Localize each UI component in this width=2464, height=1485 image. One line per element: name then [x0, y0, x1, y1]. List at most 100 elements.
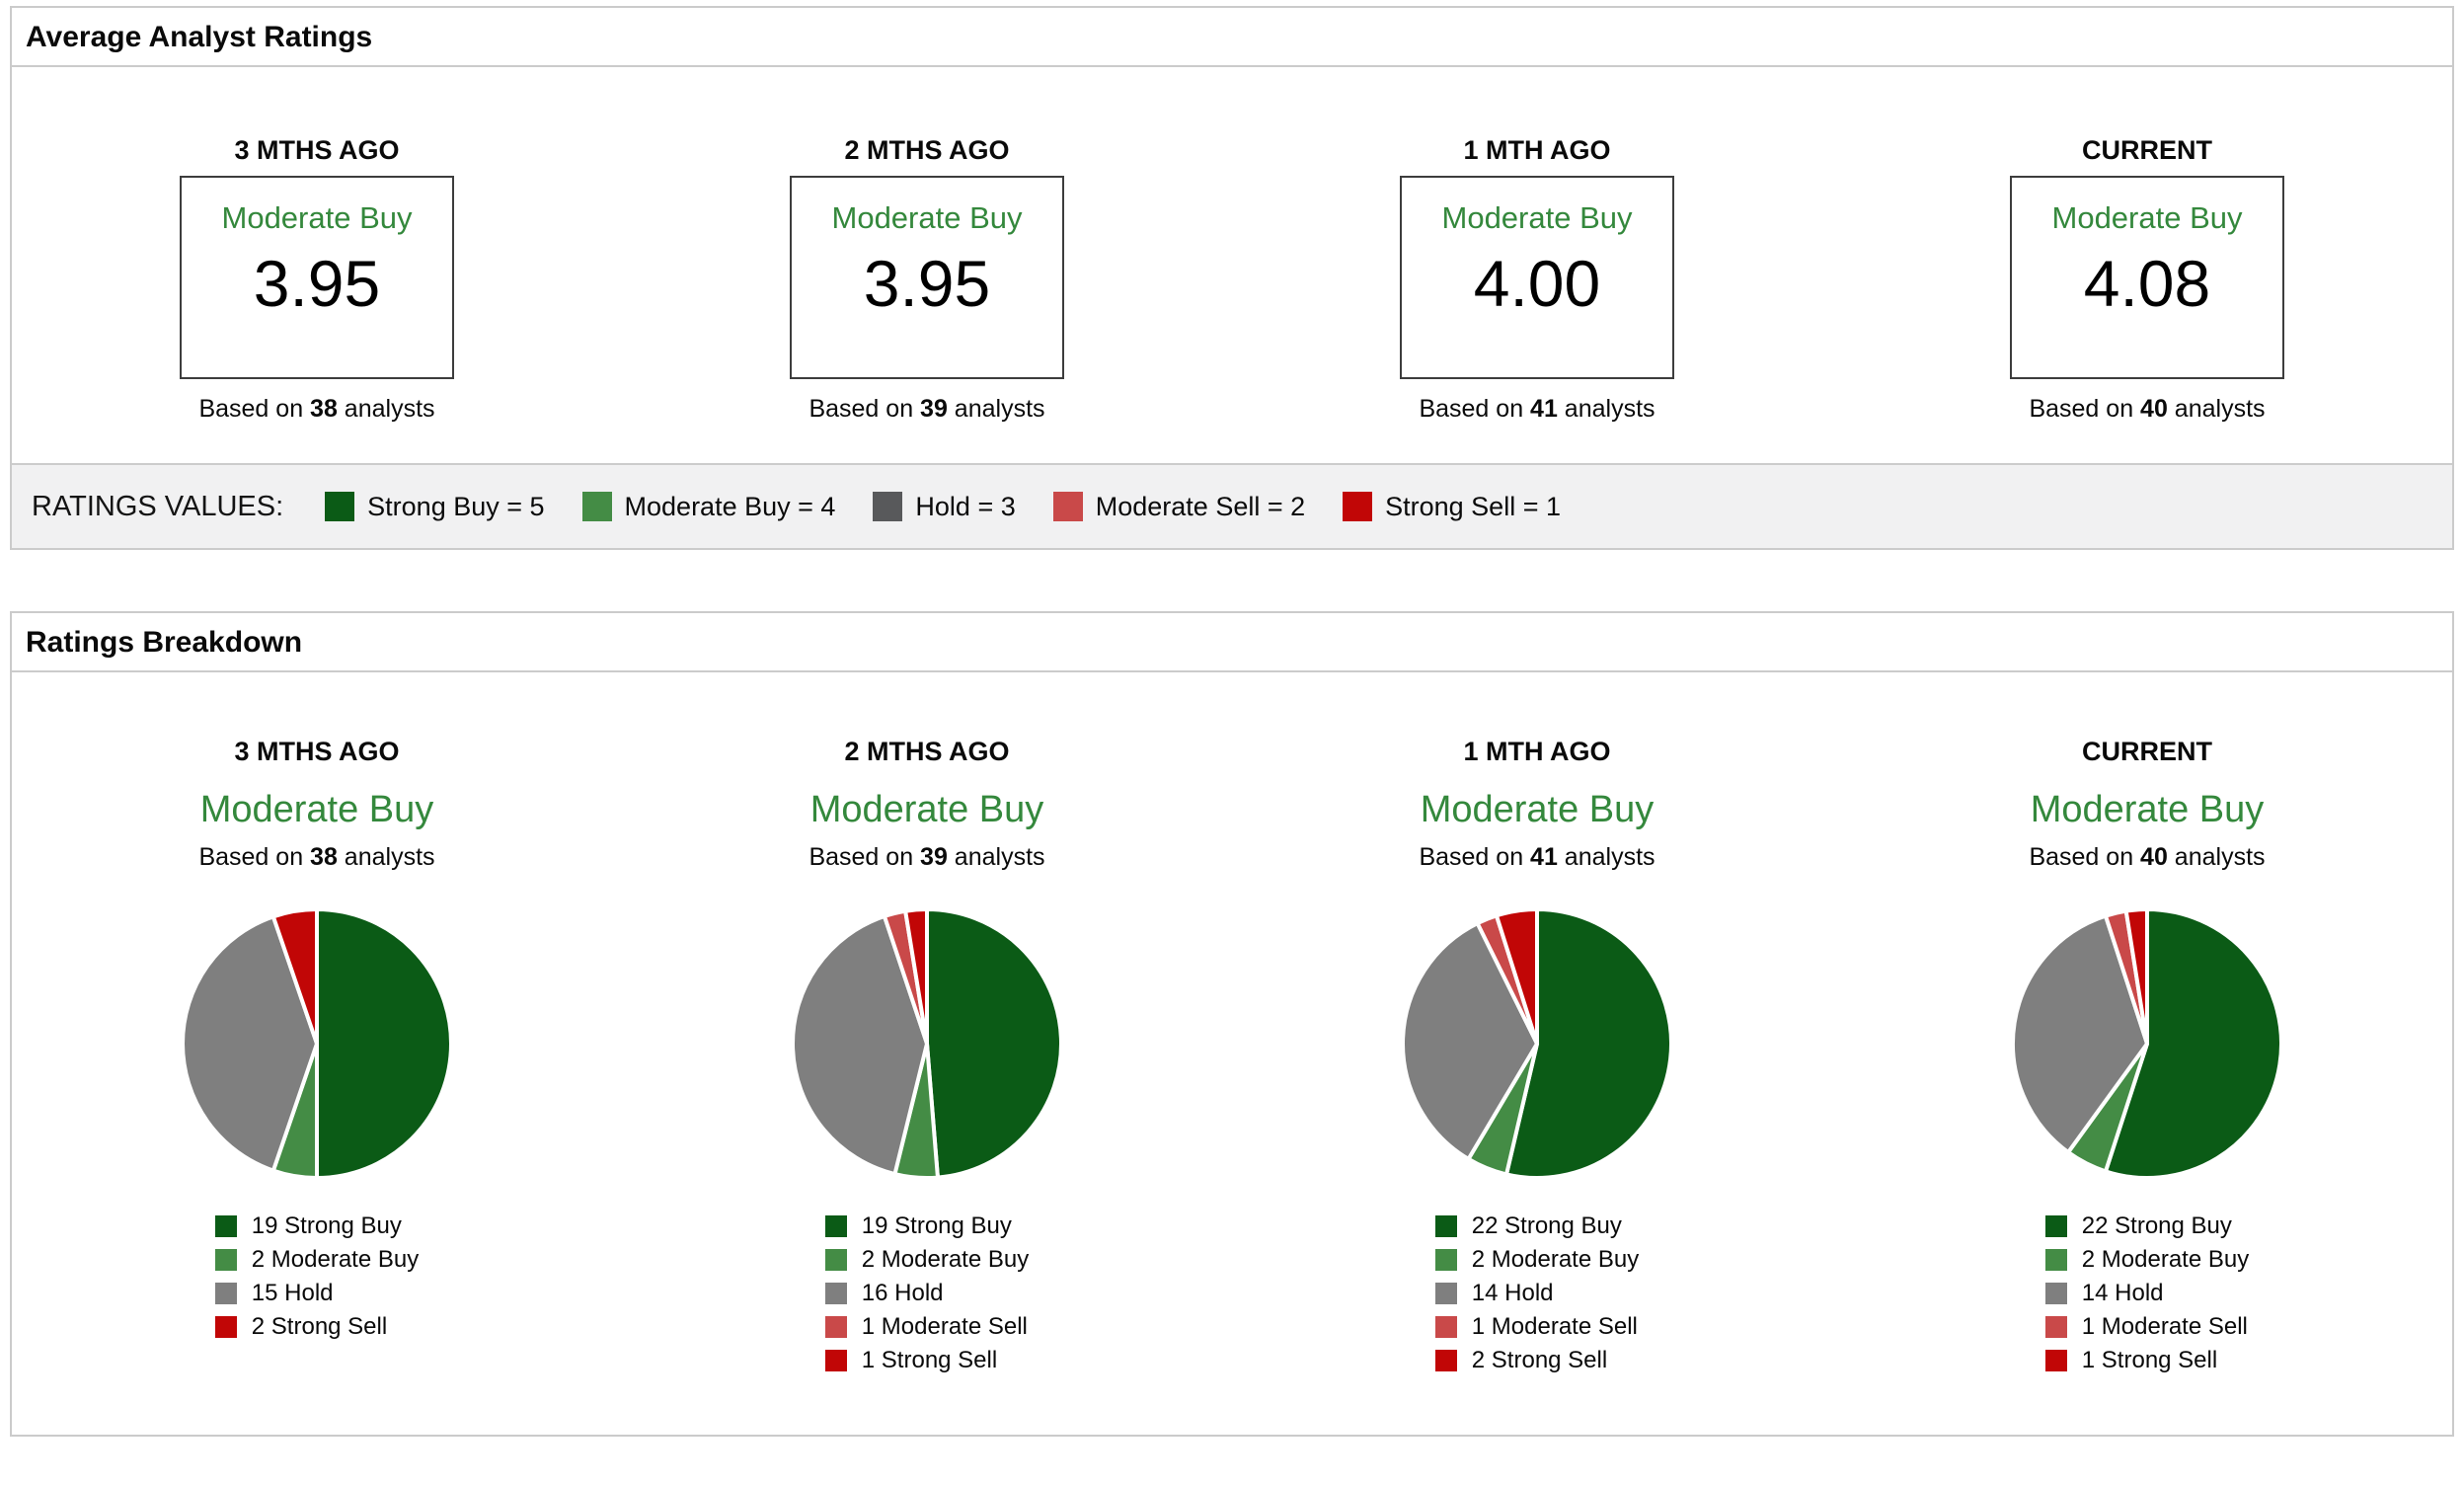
ratings-values-item: Hold = 3	[873, 492, 1016, 522]
pie-legend-row: 1 Strong Sell	[2044, 1344, 2249, 1377]
analyst-count: 38	[310, 395, 338, 423]
pie-legend-row: 2 Moderate Buy	[214, 1243, 419, 1277]
pie-legend-swatch	[214, 1316, 237, 1338]
analyst-count: 40	[2140, 843, 2168, 871]
legend-label: Moderate Buy = 4	[624, 491, 836, 521]
breakdown-column: 3 MTHS AGO Moderate Buy Based on 38 analys…	[12, 738, 622, 1377]
pie-legend-row: 2 Moderate Buy	[2044, 1243, 2250, 1277]
ratings-values-bar: RATINGS VALUES: Strong Buy = 5 Moderate B…	[12, 463, 2452, 548]
breakdown-rating-label: Moderate Buy	[1420, 789, 1655, 830]
avg-rating-column: 1 MTH AGO Moderate Buy 4.00 Based on 41 ana…	[1232, 136, 1842, 424]
breakdown-column: CURRENT Moderate Buy Based on 40 analysts 2…	[1842, 738, 2452, 1377]
avg-rating-column: CURRENT Moderate Buy 4.08 Based on 40 analy…	[1842, 136, 2452, 424]
pie-legend-row: 1 Moderate Sell	[824, 1310, 1029, 1344]
avg-rating-column: 2 MTHS AGO Moderate Buy 3.95 Based on 39 an…	[622, 136, 1232, 424]
average-analyst-ratings-panel: Average Analyst Ratings 3 MTHS AGO Modera…	[10, 6, 2454, 550]
pie-legend-row: 19 Strong Buy	[214, 1210, 419, 1243]
breakdown-rating-label: Moderate Buy	[809, 789, 1044, 830]
pie-slice	[270, 907, 319, 1046]
pie-legend-swatch	[2044, 1215, 2067, 1237]
period-label: CURRENT	[2082, 135, 2212, 165]
pie-legend-swatch	[214, 1215, 237, 1237]
ratings-breakdown-panel: Ratings Breakdown 3 MTHS AGO Moderate Buy…	[10, 611, 2454, 1437]
rating-label: Moderate Buy	[2051, 200, 2243, 235]
pie-legend-text: 15 Hold	[251, 1280, 334, 1306]
pie-chart	[1400, 907, 1673, 1180]
pie-chart	[790, 906, 1064, 1180]
analyst-count: 41	[1530, 395, 1558, 423]
pie-slice	[2011, 913, 2149, 1155]
ratings-values-label: RATINGS VALUES:	[32, 490, 284, 522]
analyst-count: 38	[310, 843, 338, 871]
pie-chart	[181, 907, 453, 1180]
based-on-text: Based on 41 analysts	[1419, 843, 1656, 871]
ratings-values-item: Strong Sell = 1	[1343, 492, 1561, 522]
pie-legend-row: 2 Moderate Buy	[824, 1243, 1030, 1277]
pie-legend-row: 15 Hold	[214, 1277, 419, 1310]
pie-legend-swatch	[1434, 1249, 1457, 1271]
rating-value: 4.08	[2083, 247, 2211, 320]
period-label: 1 MTH AGO	[1463, 135, 1611, 165]
legend-label: Strong Buy = 5	[367, 491, 545, 521]
pie-chart-wrapper	[1842, 905, 2452, 1182]
pie-legend: 19 Strong Buy 2 Moderate Buy 16 Hold 1 Mode…	[824, 1210, 1030, 1377]
pie-legend-text: 2 Strong Sell	[251, 1313, 388, 1340]
pie-legend-swatch	[214, 1249, 237, 1271]
rating-box: Moderate Buy 3.95	[790, 176, 1064, 379]
pie-chart-wrapper	[12, 905, 622, 1182]
pie-legend-swatch	[824, 1316, 847, 1338]
based-on-text: Based on 41 analysts	[1419, 395, 1656, 423]
pie-legend-row: 22 Strong Buy	[1434, 1210, 1639, 1243]
pie-legend-text: 1 Moderate Sell	[1471, 1313, 1638, 1340]
pie-slice	[315, 907, 453, 1180]
pie-legend: 19 Strong Buy 2 Moderate Buy 15 Hold 2 Stro…	[214, 1210, 419, 1344]
rating-box: Moderate Buy 4.00	[1400, 176, 1674, 379]
legend-color-swatch	[1343, 492, 1373, 521]
based-on-text: Based on 40 analysts	[2029, 395, 2266, 423]
pie-legend-text: 2 Moderate Buy	[861, 1246, 1030, 1273]
avg-rating-column: 3 MTHS AGO Moderate Buy 3.95 Based on 38 an…	[12, 136, 622, 424]
pie-slice	[2123, 906, 2149, 1046]
pie-legend-text: 14 Hold	[2081, 1280, 2164, 1306]
rating-label: Moderate Buy	[1441, 200, 1633, 235]
breakdown-grid: 3 MTHS AGO Moderate Buy Based on 38 analys…	[12, 672, 2452, 1435]
pie-legend-row: 14 Hold	[1434, 1277, 1639, 1310]
pie-chart-wrapper	[1232, 905, 1842, 1182]
pie-legend-swatch	[1434, 1215, 1457, 1237]
pie-legend-swatch	[2044, 1249, 2067, 1271]
rating-value: 4.00	[1473, 247, 1601, 320]
pie-slice	[1504, 907, 1673, 1180]
pie-legend-text: 1 Strong Sell	[861, 1347, 998, 1373]
pie-legend-text: 2 Moderate Buy	[2081, 1246, 2250, 1273]
rating-box: Moderate Buy 4.08	[2010, 176, 2284, 379]
rating-value: 3.95	[863, 247, 991, 320]
pie-legend-row: 1 Moderate Sell	[2044, 1310, 2249, 1344]
pie-legend-swatch	[824, 1283, 847, 1304]
legend-label: Moderate Sell = 2	[1095, 491, 1306, 521]
pie-legend-swatch	[824, 1350, 847, 1371]
pie-legend-row: 1 Strong Sell	[824, 1344, 1029, 1377]
pie-legend: 22 Strong Buy 2 Moderate Buy 14 Hold 1 Mode…	[2044, 1210, 2250, 1377]
breakdown-column: 1 MTH AGO Moderate Buy Based on 41 analyst…	[1232, 738, 1842, 1377]
pie-legend-swatch	[214, 1283, 237, 1304]
breakdown-rating-label: Moderate Buy	[2030, 789, 2265, 830]
pie-slice	[1494, 907, 1539, 1046]
based-on-text: Based on 39 analysts	[808, 843, 1045, 871]
legend-color-swatch	[325, 492, 355, 521]
period-label: 2 MTHS AGO	[844, 135, 1010, 165]
pie-legend-row: 2 Moderate Buy	[1434, 1243, 1639, 1277]
period-label: 2 MTHS AGO	[844, 737, 1010, 766]
period-label: 3 MTHS AGO	[234, 737, 400, 766]
pie-legend-swatch	[1434, 1350, 1457, 1371]
analyst-count: 40	[2140, 395, 2168, 423]
pie-legend-text: 22 Strong Buy	[1471, 1212, 1622, 1239]
pie-legend-text: 19 Strong Buy	[251, 1212, 402, 1239]
average-ratings-grid: 3 MTHS AGO Moderate Buy 3.95 Based on 38 an…	[12, 67, 2452, 424]
ratings-values-item: Moderate Buy = 4	[581, 491, 836, 522]
period-label: 3 MTHS AGO	[234, 135, 400, 165]
rating-label: Moderate Buy	[831, 200, 1023, 235]
period-label: 1 MTH AGO	[1463, 737, 1611, 766]
breakdown-panel-title: Ratings Breakdown	[26, 626, 303, 659]
pie-legend-swatch	[824, 1215, 847, 1237]
pie-slice	[2103, 907, 2283, 1180]
